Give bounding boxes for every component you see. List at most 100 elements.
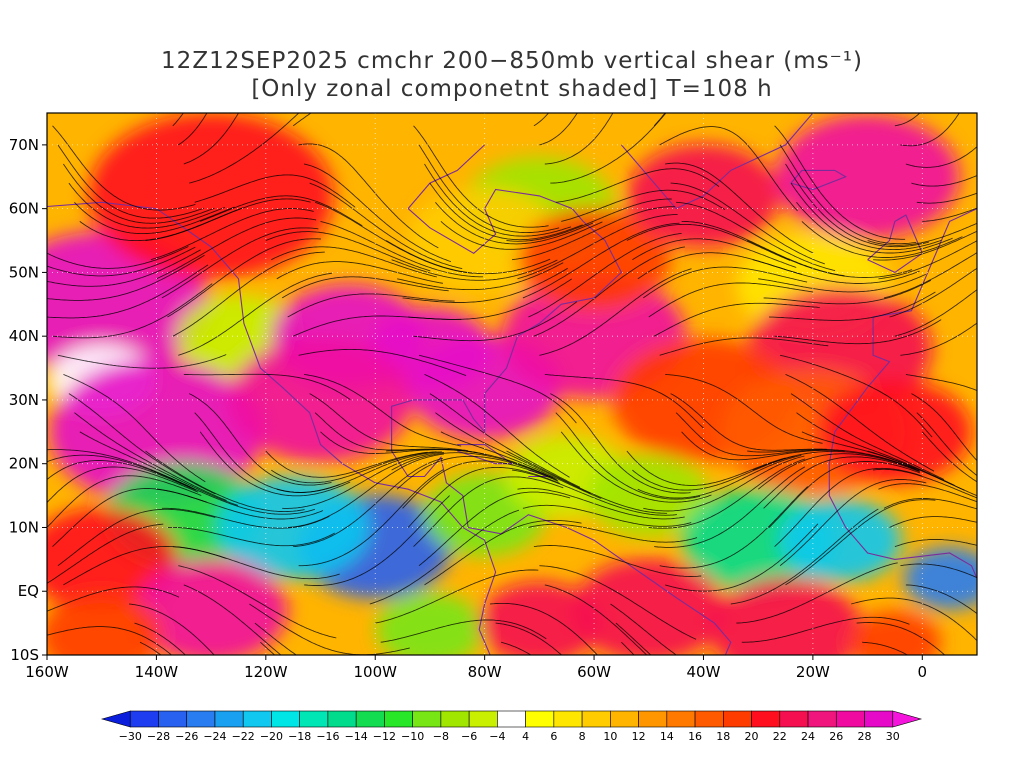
shade-blob [47, 594, 163, 655]
streamline [490, 602, 598, 655]
streamline [309, 393, 469, 452]
streamline [178, 565, 337, 639]
colorbar-label: 20 [745, 730, 759, 743]
streamline [911, 175, 977, 187]
streamline [533, 545, 702, 577]
streamline [905, 146, 977, 168]
streamline [47, 449, 191, 488]
lat-tick-label: 60N [9, 200, 39, 218]
streamline [369, 509, 520, 605]
streamline [873, 468, 977, 499]
streamline [397, 262, 564, 291]
streamline [889, 267, 977, 318]
streamline [52, 125, 196, 211]
lon-tick-label: 80W [468, 663, 502, 681]
colorbar-cell [666, 710, 696, 728]
streamline [506, 450, 668, 514]
streamline [156, 217, 317, 280]
streamline [894, 113, 921, 127]
colorbar-label: 22 [773, 730, 787, 743]
streamline [522, 222, 680, 299]
streamline [779, 144, 917, 245]
streamline [172, 113, 184, 127]
streamline [763, 279, 932, 305]
streamline [911, 393, 977, 462]
streamline [178, 272, 333, 356]
colorbar-label: 14 [660, 730, 674, 743]
streamline [178, 113, 208, 146]
streamline [402, 267, 568, 303]
lon-tick-label: 140W [135, 663, 179, 681]
lat-tick-label: 30N [9, 391, 39, 409]
streamline [769, 291, 936, 321]
streamline [862, 641, 909, 655]
coastline [391, 425, 732, 655]
streamline [561, 189, 726, 222]
streamline [681, 220, 845, 277]
streamline [659, 486, 809, 569]
streamline [867, 222, 977, 246]
streamline [183, 373, 351, 400]
streamline [900, 113, 960, 147]
colorbar-label: −24 [203, 730, 226, 743]
shade-blob [228, 337, 413, 463]
streamline [380, 619, 547, 643]
map-title-line-2: [Only zonal componetnt shaded] T=108 h [251, 76, 773, 102]
streamline [774, 467, 922, 547]
streamline [856, 622, 946, 655]
colorbar-label: −22 [232, 730, 255, 743]
streamline [161, 507, 330, 529]
streamline [676, 201, 836, 272]
streamline [183, 584, 282, 655]
streamline [916, 192, 977, 204]
shade-blob [376, 593, 484, 655]
streamline [129, 603, 215, 655]
lon-tick-label: 120W [244, 663, 288, 681]
streamline [665, 373, 823, 444]
shade-blob [818, 379, 972, 484]
streamline [391, 259, 558, 281]
lat-tick-label: 20N [9, 455, 39, 473]
streamline [506, 198, 672, 242]
streamline [194, 174, 356, 208]
streamline [418, 491, 571, 567]
streamline [413, 301, 578, 342]
streamline [47, 246, 189, 269]
shade-blob [903, 547, 977, 610]
colorbar-label: −26 [175, 730, 198, 743]
streamline [533, 113, 550, 127]
streamline [610, 603, 678, 655]
streamline [292, 113, 312, 127]
plot-frame [46, 112, 978, 656]
streamline [172, 546, 340, 580]
streamline [402, 460, 559, 509]
colorbar-label: 24 [801, 730, 815, 743]
streamline [659, 126, 798, 212]
streamline [528, 232, 682, 318]
streamline [304, 373, 462, 447]
streamline [632, 455, 795, 491]
lon-tick-label: 20W [796, 663, 830, 681]
streamline [52, 283, 213, 339]
colorbar-cell [835, 710, 865, 728]
streamline [665, 523, 819, 592]
streamline [626, 450, 786, 486]
streamlines [47, 113, 977, 655]
streamline [653, 302, 820, 337]
streamline [57, 144, 204, 219]
streamline [260, 641, 276, 655]
streamline [670, 182, 825, 265]
streamline [167, 526, 336, 547]
streamline [282, 451, 445, 509]
colorbar-cell [581, 710, 611, 728]
streamline [555, 412, 701, 500]
streamline [528, 523, 698, 543]
colorbar-cell [468, 710, 498, 728]
streamline [894, 539, 977, 548]
lon-tick-label: 100W [354, 663, 398, 681]
streamline [309, 182, 463, 270]
coastline [391, 144, 623, 434]
lon-tick-label: 0 [918, 663, 928, 681]
